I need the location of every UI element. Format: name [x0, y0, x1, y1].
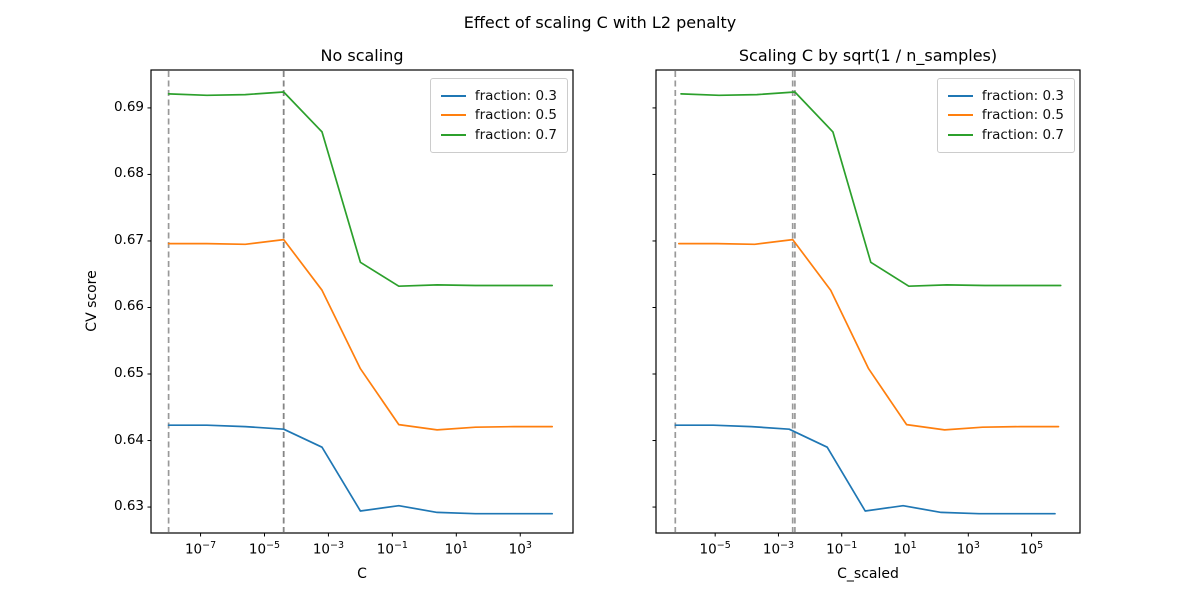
x-tick-label-a: 103: [508, 540, 532, 558]
x-tick-label-a: 10−3: [312, 540, 345, 558]
panel-a-title: No scaling: [320, 46, 404, 65]
legend-label: fraction: 0.3: [981, 87, 1064, 104]
y-tick-label: 0.69: [113, 98, 144, 115]
legend-panel-a: fraction: 0.3 fraction: 0.5 fraction: 0.7: [429, 78, 568, 153]
axes-spines-a: [150, 69, 574, 534]
x-tick-label-b: 103: [956, 540, 980, 558]
legend-item: fraction: 0.5: [440, 106, 557, 126]
panel-b-title: Scaling C by sqrt(1 / n_samples): [738, 46, 998, 65]
legend-line-sample: [947, 114, 973, 117]
legend-panel-b: fraction: 0.3 fraction: 0.5 fraction: 0.7: [936, 78, 1075, 153]
y-tick-label: 0.67: [113, 231, 144, 248]
legend-line-sample: [947, 133, 973, 136]
legend-line-sample: [440, 133, 466, 136]
legend-line-sample: [947, 94, 973, 97]
legend-line-sample: [440, 94, 466, 97]
series-line-a-fraction-0-5: [167, 238, 554, 431]
x-tick-label-b: 10−3: [762, 540, 795, 558]
x-tick-label-a: 101: [444, 540, 468, 558]
legend-label: fraction: 0.7: [981, 126, 1064, 143]
legend-item: fraction: 0.7: [440, 125, 557, 145]
x-tick-label-a: 10−7: [184, 540, 217, 558]
x-tick-label-a: 10−1: [376, 540, 408, 558]
series-line-b-fraction-0-5: [677, 238, 1060, 431]
panel-a-x-axis-label: C: [357, 566, 367, 582]
legend-label: fraction: 0.3: [474, 87, 557, 104]
x-tick-label-b: 101: [893, 540, 917, 558]
x-tick-label-b: 10−1: [826, 540, 858, 558]
legend-item: fraction: 0.3: [947, 86, 1064, 106]
x-tick-label-b: 10−5: [699, 540, 731, 558]
y-tick-label: 0.66: [113, 298, 144, 315]
y-tick-label: 0.65: [113, 365, 144, 381]
legend-item: fraction: 0.3: [440, 86, 557, 106]
legend-label: fraction: 0.5: [474, 107, 557, 124]
series-line-a-fraction-0-3: [167, 424, 554, 515]
series-line-b-fraction-0-7: [680, 91, 1062, 288]
legend-item: fraction: 0.7: [947, 125, 1064, 145]
figure-title: Effect of scaling C with L2 penalty: [463, 13, 737, 32]
panel-b-x-axis-label: C_scaled: [837, 566, 899, 582]
y-tick-label: 0.64: [113, 431, 144, 448]
legend-label: fraction: 0.5: [981, 107, 1064, 124]
x-tick-label-a: 10−5: [248, 540, 281, 558]
legend-item: fraction: 0.5: [947, 106, 1064, 126]
y-tick-label: 0.63: [113, 498, 144, 515]
legend-line-sample: [440, 114, 466, 117]
series-line-a-fraction-0-7: [167, 91, 554, 288]
legend-label: fraction: 0.7: [474, 126, 557, 143]
series-line-b-fraction-0-3: [674, 424, 1056, 515]
axes-spines-b: [655, 69, 1081, 534]
y-tick-label: 0.68: [113, 165, 144, 182]
x-tick-label-b: 105: [1019, 540, 1044, 558]
